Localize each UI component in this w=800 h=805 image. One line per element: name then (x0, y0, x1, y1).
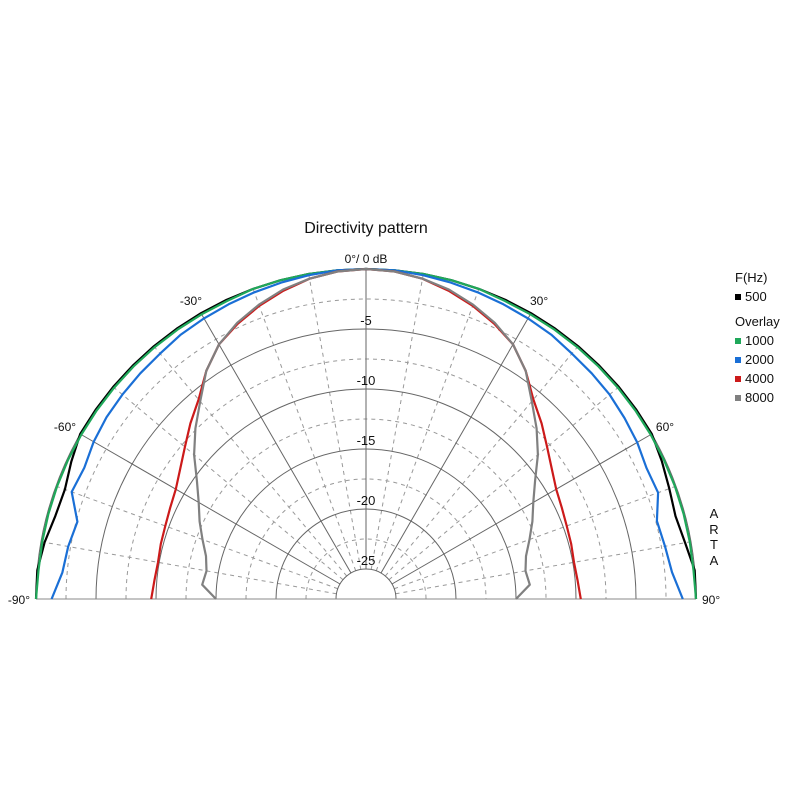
grid-ring-major (95, 328, 637, 600)
series-8000-curve (193, 267, 539, 600)
grid-radial-minor (394, 485, 677, 590)
angle-label: -90° (8, 593, 30, 607)
watermark-letter: A (709, 552, 719, 568)
angle-label: 60° (656, 420, 674, 434)
angle-label: 30° (530, 294, 548, 308)
grid-radial-minor (55, 485, 338, 590)
radial-tick-label: -5 (360, 313, 372, 328)
legend-swatch (735, 293, 741, 300)
grid-radial-minor (112, 386, 344, 581)
legend-item-4000: 4000 (735, 369, 780, 388)
legend-item-1000: 1000 (735, 331, 780, 350)
legend: F(Hz) 500 Overlay 1000 2000 4000 8000 (735, 268, 780, 407)
axis-labels: 0°/ 0 dB -5 -10 -15 -20 -25 -90° -60° -30° 30° 60… (8, 252, 721, 607)
radial-tick-label: -10 (357, 373, 376, 388)
angle-label: 90° (702, 593, 720, 607)
grid-radial-minor (388, 386, 620, 581)
grid-radial-minor (384, 345, 579, 577)
grid-radial-minor (153, 345, 348, 577)
legend-label: 1000 (745, 333, 774, 348)
grid-radial-minor (40, 541, 337, 595)
grid-radial-minor (375, 288, 480, 571)
angle-label: -60° (54, 420, 76, 434)
grid-radial-major (200, 312, 352, 574)
series-curves (34, 267, 698, 600)
legend-title: F(Hz) (735, 270, 768, 285)
angle-label: -30° (180, 294, 202, 308)
grid-ring-major (155, 388, 577, 600)
grid-ring-major (275, 508, 457, 600)
grid-radial-minor (308, 273, 362, 570)
legend-label: 8000 (745, 390, 774, 405)
radial-tick-label: -20 (357, 493, 376, 508)
grid-ring-major (335, 568, 397, 600)
grid-ring-minor (245, 478, 487, 600)
legend-item-2000: 2000 (735, 350, 780, 369)
top-label: 0°/ 0 dB (345, 252, 388, 266)
legend-label: 2000 (745, 352, 774, 367)
grid-radial-major (391, 433, 653, 585)
legend-item-500: 500 (735, 287, 780, 306)
legend-label: 500 (745, 289, 767, 304)
grid-ring-minor (305, 538, 427, 600)
grid-radial-minor (370, 273, 424, 570)
polar-grid (35, 268, 697, 600)
legend-swatch (735, 375, 741, 382)
legend-swatch (735, 337, 741, 344)
watermark-letter: T (710, 537, 718, 552)
grid-radial-major (380, 312, 532, 574)
radial-tick-label: -15 (357, 433, 376, 448)
legend-item-8000: 8000 (735, 388, 780, 407)
radial-tick-label: -25 (357, 553, 376, 568)
legend-label: 4000 (745, 371, 774, 386)
grid-radial-minor (395, 541, 692, 595)
watermark-letter: A (709, 506, 719, 521)
grid-ring-minor (65, 298, 667, 600)
legend-swatch (735, 356, 741, 363)
legend-swatch (735, 394, 741, 401)
watermark-letter: R (709, 521, 719, 537)
arta-watermark: A R T A (708, 506, 720, 568)
grid-radial-minor (252, 288, 357, 571)
chart-title: Directivity pattern (304, 220, 428, 237)
grid-ring-major (215, 448, 517, 600)
grid-radial-major (79, 433, 341, 585)
legend-overlay-title: Overlay (735, 314, 780, 329)
